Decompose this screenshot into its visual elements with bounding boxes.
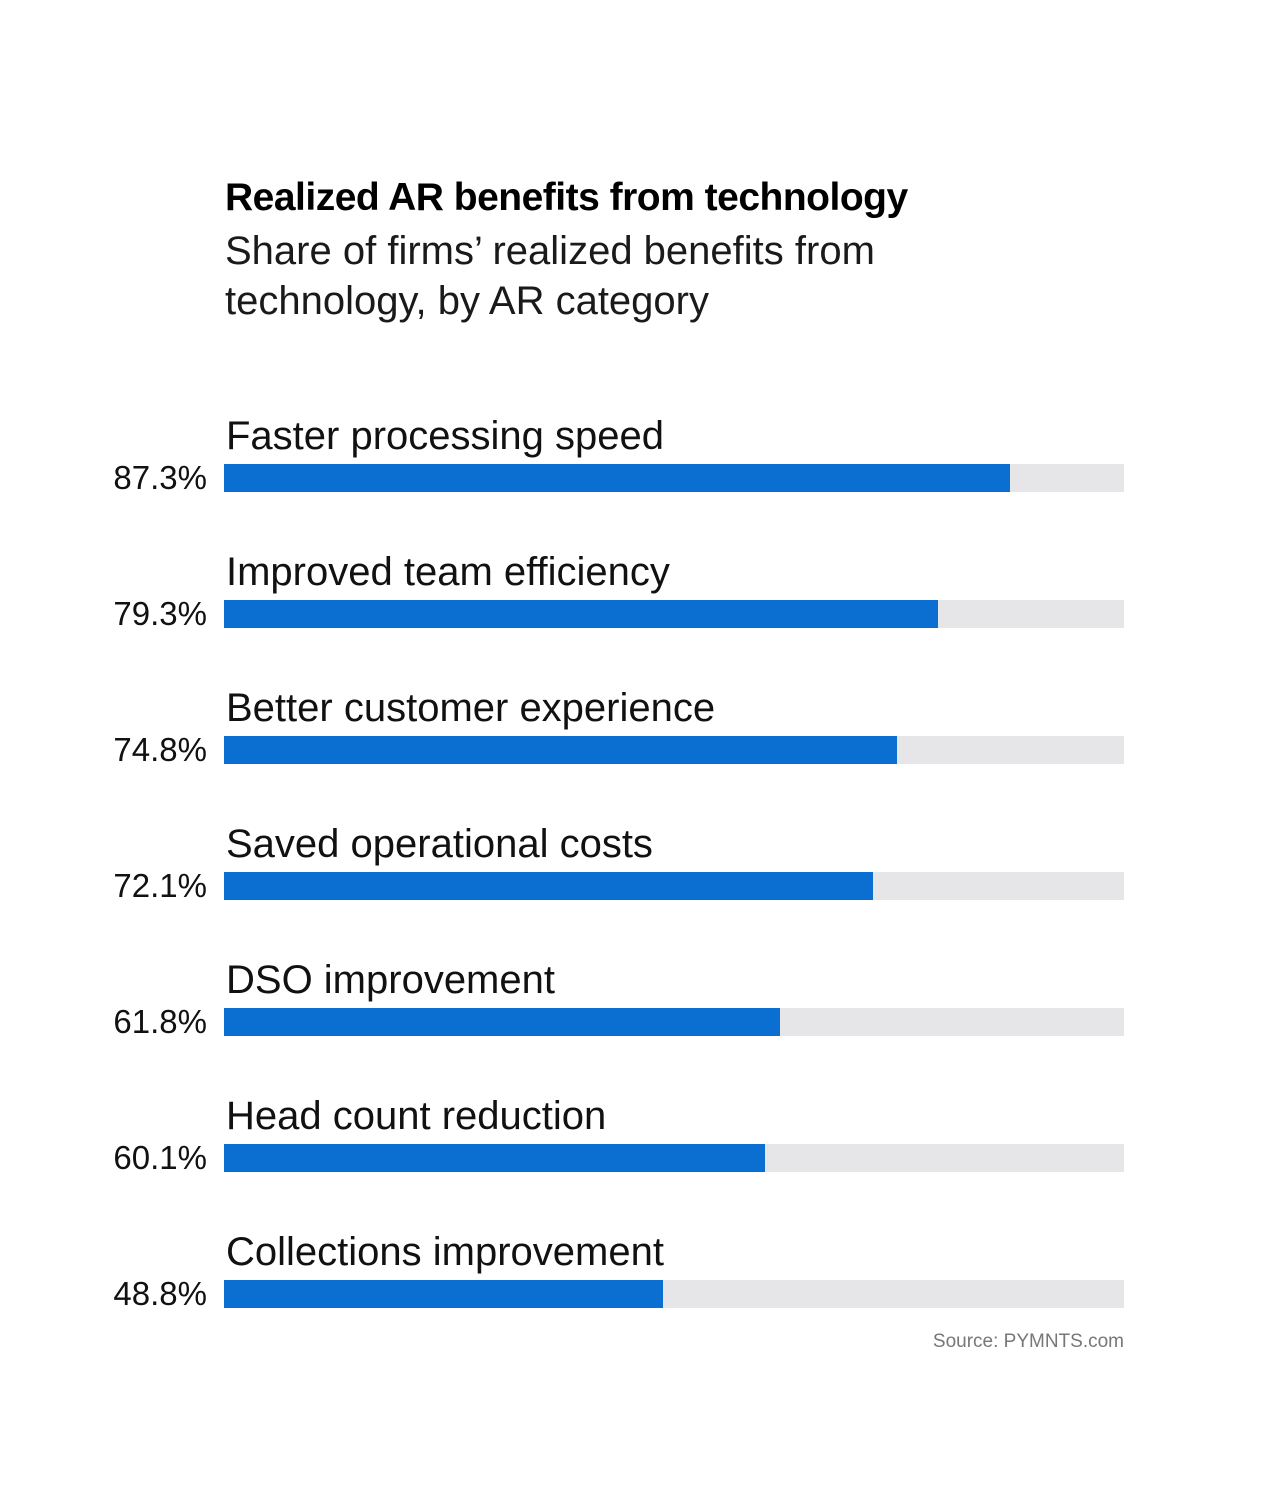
category-label: Improved team efficiency bbox=[226, 550, 670, 594]
value-label: 61.8% bbox=[113, 1003, 207, 1040]
bar-row: Better customer experience 74.8% bbox=[0, 684, 1275, 784]
bar-row: Improved team efficiency 79.3% bbox=[0, 548, 1275, 648]
category-label: Faster processing speed bbox=[226, 414, 665, 458]
bar bbox=[224, 736, 898, 764]
category-label: Saved operational costs bbox=[226, 822, 653, 866]
category-label: DSO improvement bbox=[226, 958, 555, 1002]
category-label: Collections improvement bbox=[226, 1230, 664, 1274]
value-label: 60.1% bbox=[113, 1139, 207, 1176]
bar bbox=[224, 600, 938, 628]
bar-row: Head count reduction 60.1% bbox=[0, 1092, 1275, 1192]
value-label: 79.3% bbox=[113, 595, 207, 632]
bar bbox=[224, 464, 1010, 492]
source-note: Source: PYMNTS.com bbox=[932, 1331, 1124, 1352]
bar-track bbox=[224, 1280, 1124, 1308]
bar bbox=[224, 1008, 781, 1036]
bar bbox=[224, 872, 873, 900]
bar-row: DSO improvement 61.8% bbox=[0, 956, 1275, 1056]
category-label: Head count reduction bbox=[226, 1094, 607, 1138]
value-label: 74.8% bbox=[113, 731, 207, 768]
bar bbox=[224, 1144, 765, 1172]
bar-track bbox=[224, 872, 1124, 900]
bar-row: Collections improvement 48.8% bbox=[0, 1228, 1275, 1328]
value-label: 87.3% bbox=[113, 459, 207, 496]
bar-track bbox=[224, 1144, 1124, 1172]
bar-track bbox=[224, 736, 1124, 764]
bar-row: Saved operational costs 72.1% bbox=[0, 820, 1275, 920]
bar bbox=[224, 1280, 664, 1308]
bar-track bbox=[224, 464, 1124, 492]
chart-title: Realized AR benefits from technology bbox=[225, 176, 908, 219]
chart-subtitle: Share of firms’ realized benefits from t… bbox=[225, 229, 875, 323]
value-label: 48.8% bbox=[113, 1275, 207, 1312]
value-label: 72.1% bbox=[113, 867, 207, 904]
bar-track bbox=[224, 1008, 1124, 1036]
bar-row: Faster processing speed 87.3% bbox=[0, 412, 1275, 512]
category-label: Better customer experience bbox=[226, 686, 716, 730]
bar-track bbox=[224, 600, 1124, 628]
